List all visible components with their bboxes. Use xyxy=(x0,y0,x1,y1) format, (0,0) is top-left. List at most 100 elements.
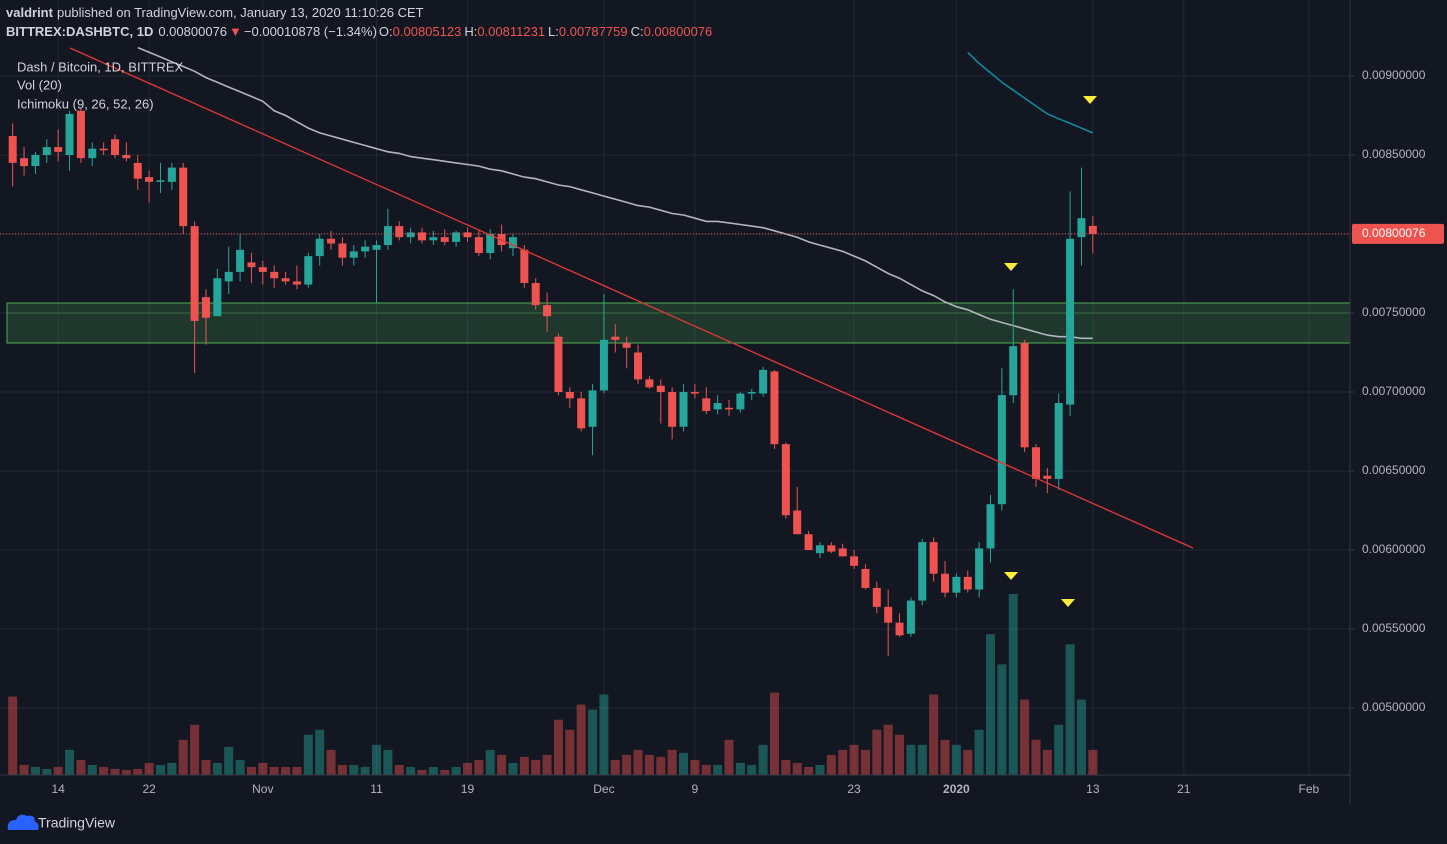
open-label: O: xyxy=(379,24,393,39)
volume-bar xyxy=(917,744,927,775)
volume-bar xyxy=(417,769,427,775)
candle-body xyxy=(543,305,552,317)
volume-bar xyxy=(644,754,654,775)
candle-body xyxy=(463,232,472,238)
low-label: L: xyxy=(548,24,559,39)
candle-body xyxy=(815,545,824,554)
high-value: 0.00811231 xyxy=(477,24,545,39)
x-tick-label: 21 xyxy=(1177,782,1191,796)
candle-body xyxy=(599,339,608,391)
candle-body xyxy=(793,510,802,535)
candle-body xyxy=(88,148,97,159)
x-tick-label: 11 xyxy=(370,782,383,796)
direction: ▼ xyxy=(229,24,242,39)
candle-body xyxy=(1054,403,1063,479)
candle-body xyxy=(838,548,847,557)
volume-bar xyxy=(576,704,586,775)
candle-body xyxy=(406,232,415,238)
volume-bar xyxy=(963,749,973,775)
volume-bar xyxy=(838,749,848,775)
volume-bar xyxy=(315,729,325,775)
candle-body xyxy=(145,177,154,182)
volume-bar xyxy=(1065,644,1075,775)
close-value: 0.00800076 xyxy=(644,24,713,39)
candle-body xyxy=(645,379,654,388)
volume-bar xyxy=(8,696,18,775)
volume-bar xyxy=(951,744,961,775)
y-tick-label: 0.00850000 xyxy=(1362,147,1426,161)
last-price-tag xyxy=(1352,223,1444,244)
volume-bar xyxy=(246,766,256,775)
candle-body xyxy=(656,385,665,393)
candle-body xyxy=(76,110,85,159)
candle-body xyxy=(850,556,859,566)
moving-average xyxy=(967,51,1094,134)
volume-bar xyxy=(701,764,711,775)
candle-body xyxy=(679,392,688,427)
volume-bar xyxy=(269,766,279,775)
volume-bar xyxy=(281,766,291,775)
volume-bar xyxy=(303,734,313,775)
candle-body xyxy=(963,576,972,590)
volume-bar xyxy=(167,762,177,775)
volume-bar xyxy=(974,729,984,775)
volume-bar xyxy=(792,762,802,775)
volume-bar xyxy=(804,766,814,775)
volume-bar xyxy=(531,759,541,775)
candle-body xyxy=(440,237,449,242)
volume-bar xyxy=(155,764,165,775)
x-tick-label: 14 xyxy=(51,782,65,796)
volume-bar xyxy=(633,749,643,775)
candle-body xyxy=(702,398,711,411)
volume-bar xyxy=(224,746,234,775)
last-price-label: 0.00800076 xyxy=(1362,226,1426,240)
candle-body xyxy=(1088,225,1097,234)
candle-body xyxy=(531,282,540,306)
candle-body xyxy=(918,542,927,601)
volume-bar xyxy=(553,719,563,775)
volume-bar xyxy=(337,764,347,775)
volume-bar xyxy=(667,749,677,775)
volume-bar xyxy=(519,756,529,775)
candle-body xyxy=(520,249,529,283)
volume-bar xyxy=(883,724,893,775)
volume-bar xyxy=(610,759,620,775)
candle-body xyxy=(418,232,427,241)
candle-body xyxy=(986,504,995,549)
candle-body xyxy=(554,336,563,393)
symbol: BITTREX:DASHBTC, 1D xyxy=(6,24,153,39)
volume-bar xyxy=(565,729,575,775)
candle-body xyxy=(929,542,938,574)
y-tick-label: 0.00700000 xyxy=(1362,384,1426,398)
axes: 0.00500000 0.00550000 0.00600000 0.00650000… xyxy=(51,68,1444,796)
candle-body xyxy=(1020,343,1029,448)
markers xyxy=(1004,96,1097,607)
candle-body xyxy=(429,237,438,241)
candle-body xyxy=(315,238,324,257)
volume-bar xyxy=(462,762,472,775)
candle-body xyxy=(8,136,17,163)
x-tick-label: 23 xyxy=(847,782,861,796)
marker xyxy=(1083,96,1097,104)
volume-bar xyxy=(201,759,211,775)
volume-bar xyxy=(895,734,905,775)
candle-body xyxy=(54,147,63,152)
candle-body xyxy=(201,297,210,318)
candle-body xyxy=(690,392,699,394)
candle-body xyxy=(486,234,495,253)
publish-line: valdrint published on TradingView.com, Ja… xyxy=(6,5,424,20)
candle-body xyxy=(975,548,984,590)
volume-bar xyxy=(929,694,939,775)
volume-bar xyxy=(1031,739,1041,775)
volume-bar xyxy=(110,768,120,775)
volume-bar xyxy=(815,764,825,775)
volume-bar xyxy=(406,766,416,775)
published: published on TradingView.com, January 13… xyxy=(57,5,424,20)
candle-body xyxy=(1043,475,1052,479)
candle-body xyxy=(668,392,677,427)
candle-body xyxy=(361,246,370,252)
brand-logo: TradingView xyxy=(7,814,116,831)
volume-bar xyxy=(360,766,370,775)
